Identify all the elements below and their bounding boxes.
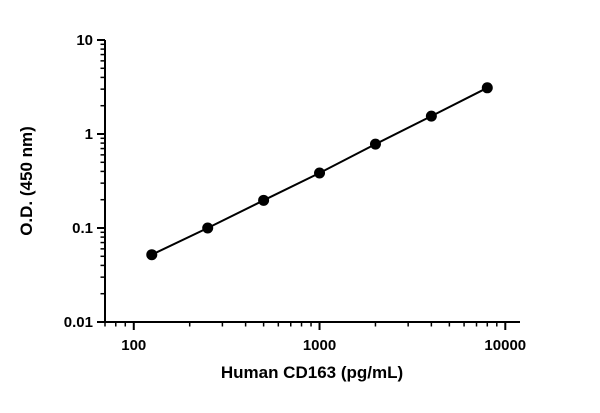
data-point [202,222,214,234]
x-tick-label: 10000 [484,337,526,354]
y-tick-label: 0.01 [64,314,93,331]
data-point [314,167,326,179]
tick-marks: 100 1000 10000 0.01 0.1 1 10 [64,32,526,354]
data-series [146,82,493,261]
y-tick-label: 1 [85,126,93,143]
data-point [146,249,158,261]
data-point [481,82,493,94]
data-point [369,138,381,150]
x-tick-label: 100 [121,337,146,354]
x-tick-label: 1000 [303,337,336,354]
y-tick-label: 0.1 [72,220,93,237]
axes [104,40,520,323]
data-point [258,194,270,206]
y-axis-title: O.D. (450 nm) [17,126,36,236]
x-axis-title: Human CD163 (pg/mL) [221,363,403,382]
y-tick-label: 10 [76,32,93,49]
data-point [425,110,437,122]
